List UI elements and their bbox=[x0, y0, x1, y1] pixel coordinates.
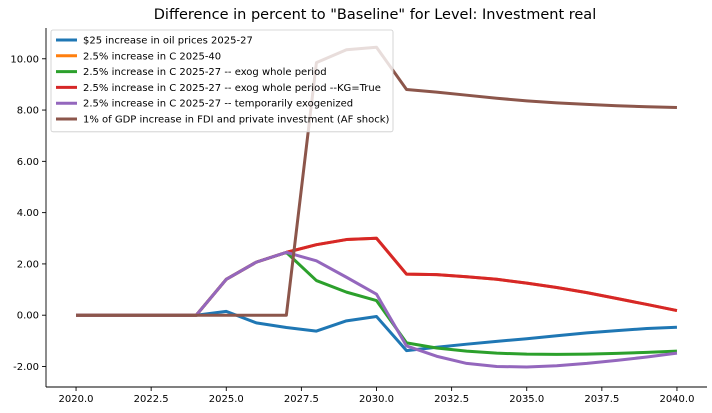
x-tick-label: 2040.0 bbox=[659, 394, 694, 405]
legend-label: 2.5% increase in C 2025-27 -- exog whole… bbox=[83, 83, 381, 94]
y-tick-label: 6.00 bbox=[17, 157, 39, 168]
y-tick-label: 10.00 bbox=[10, 54, 39, 65]
axes: 2020.0 2022.5 2025.0 2027.5 2030.0 2032.5 2035… bbox=[10, 28, 707, 405]
x-tick-label: 2037.5 bbox=[584, 394, 619, 405]
x-tick-label: 2020.0 bbox=[59, 394, 94, 405]
x-tick-label: 2027.5 bbox=[284, 394, 319, 405]
legend-label: 1% of GDP increase in FDI and private in… bbox=[83, 115, 390, 126]
y-tick-label: 8.00 bbox=[17, 106, 39, 117]
legend-label: 2.5% increase in C 2025-27 -- exog whole… bbox=[83, 67, 327, 78]
series-line-2 bbox=[76, 236, 678, 317]
y-tick-label: 4.00 bbox=[17, 208, 39, 219]
legend-box bbox=[50, 29, 394, 133]
series-line-4 bbox=[76, 236, 678, 317]
y-tick-label: 0.00 bbox=[17, 311, 39, 322]
legend-label: 2.5% increase in C 2025-40 bbox=[83, 51, 221, 62]
y-tick-label: -2.00 bbox=[13, 362, 39, 373]
x-tick-label: 2035.0 bbox=[509, 394, 544, 405]
series-line-3 bbox=[76, 250, 678, 356]
legend-label: 2.5% increase in C 2025-27 -- temporaril… bbox=[83, 99, 353, 110]
legend-label: $25 increase in oil prices 2025-27 bbox=[83, 36, 253, 47]
series-line-1 bbox=[76, 309, 678, 353]
legend: $25 increase in oil prices 2025-27 2.5% i… bbox=[50, 29, 394, 133]
x-tick-label: 2022.5 bbox=[134, 394, 169, 405]
chart-title: Difference in percent to "Baseline" for … bbox=[154, 7, 596, 23]
y-tick-label: 2.00 bbox=[17, 259, 39, 270]
x-tick-label: 2032.5 bbox=[434, 394, 469, 405]
x-tick-label: 2030.0 bbox=[359, 394, 394, 405]
series-line-5 bbox=[76, 250, 678, 369]
x-tick-label: 2025.0 bbox=[209, 394, 244, 405]
